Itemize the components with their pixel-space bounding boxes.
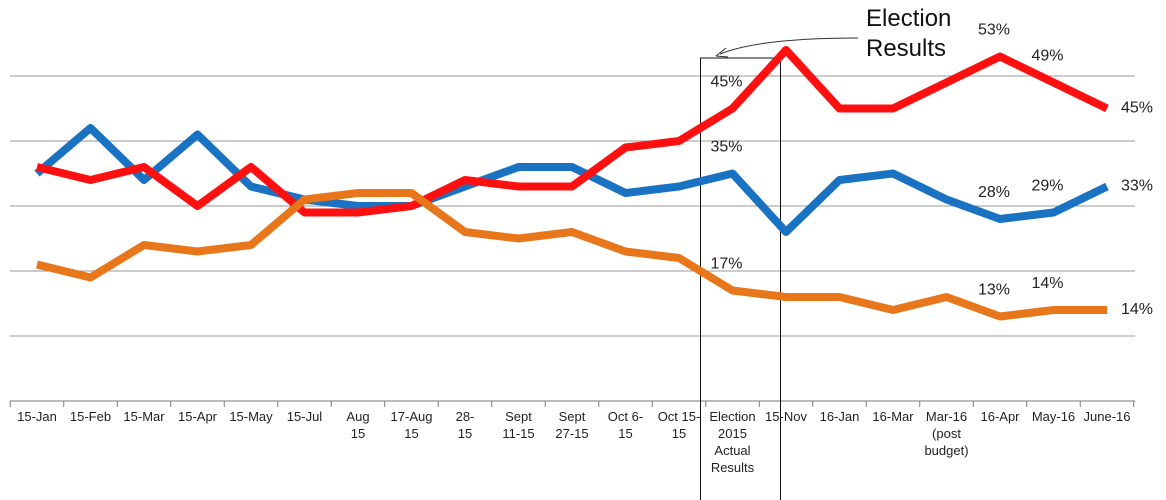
x-tick-label: 17-Aug 15: [390, 409, 433, 441]
data-label: 49%: [1031, 48, 1063, 65]
annotation: Election Results: [866, 5, 952, 62]
series-line: [34, 124, 1109, 236]
data-label: 14%: [1031, 275, 1063, 292]
x-tick-label: Aug 15: [346, 409, 370, 441]
x-tick-label: Mar-16 (post budget): [924, 409, 969, 458]
x-tick-label: 28- 15: [455, 409, 475, 441]
data-label: 35%: [710, 139, 742, 156]
highlight-box: [700, 57, 781, 500]
data-label: 13%: [978, 282, 1010, 299]
data-label: 33%: [1121, 178, 1153, 195]
x-tick-label: May-16: [1031, 409, 1076, 424]
data-label: 45%: [1121, 100, 1153, 117]
data-label: 28%: [978, 184, 1010, 201]
series-line: [36, 189, 1107, 321]
x-tick-label: Sept 27-15: [555, 409, 589, 441]
x-tick-label: Sept 11-15: [502, 409, 535, 441]
x-tick-label: 16-Jan: [819, 409, 860, 424]
data-label: 45%: [710, 74, 742, 91]
series-line: [36, 46, 1109, 217]
arrow-head: [715, 47, 729, 58]
x-tick-label: Oct 6- 15: [607, 409, 644, 441]
data-label: 53%: [978, 22, 1010, 39]
annotation-arrow: [719, 37, 859, 55]
x-tick-label: June-16: [1083, 409, 1131, 424]
x-tick-label: Election 2015 Actual Results: [709, 409, 756, 475]
data-label: 17%: [710, 256, 742, 273]
x-tick-label: 15-Apr: [177, 409, 218, 424]
x-tick-label: 15-Nov: [765, 409, 807, 424]
x-tick-label: 16-Apr: [980, 409, 1020, 424]
x-tick-label: Oct 15- 15: [657, 409, 701, 441]
x-tick-label: 15-May: [229, 409, 273, 424]
x-tick-label: 15-Feb: [69, 409, 112, 424]
data-label: 29%: [1031, 178, 1063, 195]
x-tick-label: 15-Jul: [286, 409, 323, 424]
x-tick-label: 15-Mar: [123, 409, 165, 424]
data-label: 14%: [1121, 301, 1153, 318]
x-tick-label: 16-Mar: [872, 409, 914, 424]
x-tick-label: 15-Jan: [17, 409, 57, 424]
